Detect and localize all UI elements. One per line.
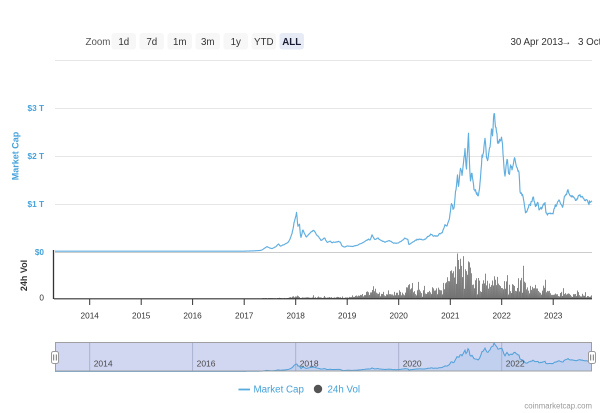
svg-text:ALL: ALL xyxy=(282,37,301,48)
svg-text:$3 T: $3 T xyxy=(27,104,44,113)
svg-text:1y: 1y xyxy=(231,37,241,48)
svg-text:2021: 2021 xyxy=(441,312,460,321)
svg-text:YTD: YTD xyxy=(254,37,274,48)
svg-text:2019: 2019 xyxy=(338,312,357,321)
svg-text:0: 0 xyxy=(39,294,44,303)
svg-text:2020: 2020 xyxy=(390,312,409,321)
svg-text:1m: 1m xyxy=(173,37,187,48)
svg-text:→: → xyxy=(562,37,572,48)
svg-text:24h Vol: 24h Vol xyxy=(19,260,29,291)
svg-text:2017: 2017 xyxy=(235,312,254,321)
svg-text:2022: 2022 xyxy=(506,359,525,369)
svg-text:3m: 3m xyxy=(201,37,215,48)
svg-text:$2 T: $2 T xyxy=(27,152,44,161)
svg-text:Market Cap: Market Cap xyxy=(11,131,21,180)
svg-text:Market Cap: Market Cap xyxy=(254,385,305,396)
svg-text:24h Vol: 24h Vol xyxy=(328,385,361,396)
svg-text:1d: 1d xyxy=(118,37,129,48)
svg-text:2020: 2020 xyxy=(403,359,422,369)
svg-text:2023: 2023 xyxy=(544,312,563,321)
svg-text:7d: 7d xyxy=(146,37,157,48)
svg-text:Zoom: Zoom xyxy=(86,37,111,48)
svg-text:2014: 2014 xyxy=(81,312,100,321)
svg-text:coinmarketcap.com: coinmarketcap.com xyxy=(524,402,592,411)
svg-text:30 Apr 2013: 30 Apr 2013 xyxy=(511,37,564,48)
svg-text:3 Oct 2023: 3 Oct 2023 xyxy=(578,37,600,48)
svg-text:2022: 2022 xyxy=(493,312,512,321)
svg-text:2018: 2018 xyxy=(300,359,319,369)
svg-text:2016: 2016 xyxy=(197,359,216,369)
svg-text:2014: 2014 xyxy=(94,359,113,369)
svg-text:$1 T: $1 T xyxy=(27,200,44,209)
svg-text:2018: 2018 xyxy=(287,312,306,321)
svg-text:2016: 2016 xyxy=(183,312,202,321)
svg-text:$0: $0 xyxy=(35,248,45,257)
svg-text:2015: 2015 xyxy=(132,312,151,321)
